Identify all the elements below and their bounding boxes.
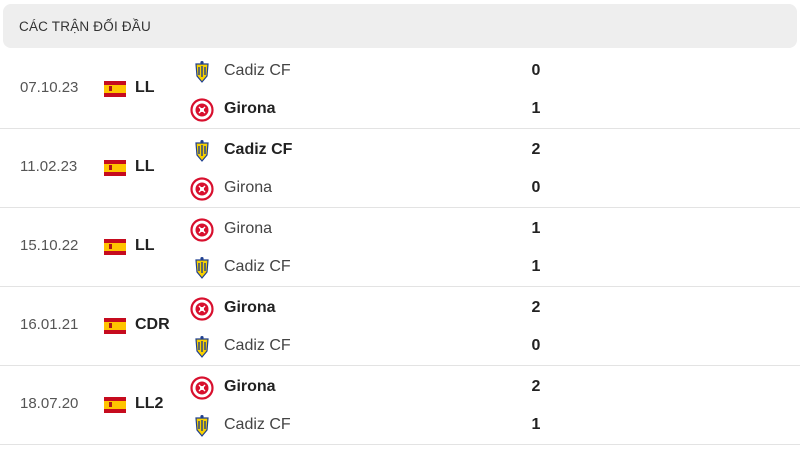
section-title: CÁC TRẬN ĐỐI ĐẦU	[19, 19, 151, 34]
spain-flag-icon	[104, 160, 126, 176]
spain-flag-icon	[104, 318, 126, 334]
girona-badge-icon	[190, 98, 214, 122]
team-name: Cadiz CF	[224, 416, 291, 433]
cadiz-badge-icon	[190, 256, 214, 280]
team-score: 1	[531, 258, 541, 275]
competition-label: LL	[135, 158, 155, 175]
away-team: Girona 1	[190, 94, 610, 124]
match-date: 16.01.21	[20, 316, 79, 333]
competition-label: CDR	[135, 316, 170, 333]
away-team: Cadiz CF 1	[190, 410, 610, 440]
team-score: 1	[531, 100, 541, 117]
home-team: Girona 1	[190, 214, 610, 244]
away-team: Cadiz CF 0	[190, 331, 610, 361]
team-score: 2	[531, 378, 541, 395]
team-name: Cadiz CF	[224, 62, 291, 79]
team-name: Girona	[224, 179, 273, 196]
team-score: 0	[531, 179, 541, 196]
team-name: Cadiz CF	[224, 337, 291, 354]
match-date: 18.07.20	[20, 395, 79, 412]
cadiz-badge-icon	[190, 335, 214, 359]
team-score: 1	[531, 416, 541, 433]
team-score: 0	[531, 337, 541, 354]
competition-label: LL2	[135, 395, 164, 412]
girona-badge-icon	[190, 177, 214, 201]
girona-badge-icon	[190, 218, 214, 242]
match-date: 11.02.23	[20, 158, 78, 175]
home-team: Girona 2	[190, 293, 610, 323]
home-team: Cadiz CF 0	[190, 56, 610, 86]
spain-flag-icon	[104, 239, 126, 255]
match-row[interactable]: 18.07.20 LL2 Girona 2 Cadiz CF 1	[0, 366, 800, 445]
team-name: Girona	[224, 299, 276, 316]
home-team: Girona 2	[190, 372, 610, 402]
competition-label: LL	[135, 79, 155, 96]
cadiz-badge-icon	[190, 414, 214, 438]
match-row[interactable]: 16.01.21 CDR Girona 2 Cadiz CF 0	[0, 287, 800, 366]
team-name: Cadiz CF	[224, 141, 293, 158]
match-date: 15.10.22	[20, 237, 79, 254]
team-name: Girona	[224, 378, 276, 395]
team-score: 1	[531, 220, 541, 237]
spain-flag-icon	[104, 397, 126, 413]
girona-badge-icon	[190, 376, 214, 400]
away-team: Girona 0	[190, 173, 610, 203]
team-score: 2	[531, 299, 541, 316]
team-name: Cadiz CF	[224, 258, 291, 275]
match-date: 07.10.23	[20, 79, 79, 96]
team-score: 0	[531, 62, 541, 79]
team-name: Girona	[224, 100, 276, 117]
competition-label: LL	[135, 237, 155, 254]
team-name: Girona	[224, 220, 273, 237]
cadiz-badge-icon	[190, 60, 214, 84]
cadiz-badge-icon	[190, 139, 214, 163]
match-row[interactable]: 07.10.23 LL Cadiz CF 0 Girona 1	[0, 50, 800, 129]
match-row[interactable]: 15.10.22 LL Girona 1 Cadiz CF 1	[0, 208, 800, 287]
away-team: Cadiz CF 1	[190, 252, 610, 282]
home-team: Cadiz CF 2	[190, 135, 610, 165]
team-score: 2	[531, 141, 541, 158]
spain-flag-icon	[104, 81, 126, 97]
girona-badge-icon	[190, 297, 214, 321]
match-row[interactable]: 11.02.23 LL Cadiz CF 2 Girona 0	[0, 129, 800, 208]
section-header: CÁC TRẬN ĐỐI ĐẦU	[3, 4, 797, 48]
